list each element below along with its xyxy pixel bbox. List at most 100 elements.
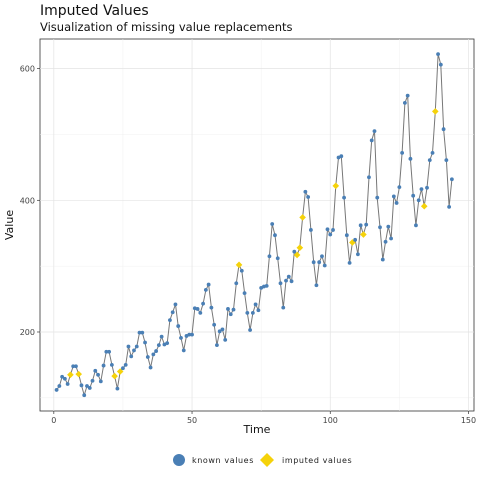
known-point: [369, 138, 374, 143]
known-point: [176, 324, 181, 328]
known-point: [364, 222, 369, 227]
legend-label-known: known values: [192, 456, 254, 465]
known-point: [148, 365, 153, 370]
known-point: [90, 378, 95, 383]
known-point: [286, 274, 291, 279]
known-point: [242, 291, 247, 296]
grid-lines: [40, 39, 474, 411]
known-point: [400, 151, 405, 155]
known-point: [372, 129, 377, 134]
known-point: [143, 340, 147, 345]
imputed-point: [67, 371, 74, 379]
x-axis-label: Time: [243, 423, 271, 436]
chart-subtitle: Visualization of missing value replaceme…: [40, 20, 292, 34]
known-point: [397, 185, 402, 190]
known-point: [231, 307, 236, 312]
known-point: [115, 386, 120, 391]
known-point: [441, 127, 446, 132]
known-point: [187, 332, 192, 337]
known-point: [328, 232, 333, 237]
known-point: [151, 352, 156, 357]
known-point: [156, 343, 161, 348]
known-point: [71, 364, 76, 369]
known-point: [309, 228, 313, 232]
known-point: [209, 305, 214, 310]
known-point: [250, 310, 255, 315]
known-point: [109, 363, 114, 367]
imputed-point: [299, 214, 306, 221]
known-point: [375, 195, 380, 200]
known-point: [195, 307, 200, 311]
known-point: [217, 329, 222, 334]
known-point: [449, 177, 454, 182]
imputed-point: [420, 202, 428, 210]
known-point: [284, 278, 288, 283]
known-point: [212, 322, 217, 327]
known-point: [129, 354, 134, 359]
known-point: [239, 268, 244, 273]
imputed-point: [116, 368, 124, 375]
x-tick-label: 0: [51, 416, 56, 425]
known-point: [123, 363, 128, 367]
y-tick-label: 200: [20, 328, 35, 337]
known-point: [93, 368, 98, 373]
known-point: [416, 198, 421, 203]
known-point: [54, 388, 59, 392]
known-point: [170, 310, 175, 315]
known-point: [311, 260, 316, 265]
plot-panel: [39, 38, 475, 412]
known-point: [203, 287, 208, 292]
known-point: [206, 282, 211, 287]
known-point: [65, 382, 70, 386]
known-point: [248, 328, 252, 332]
imputed-point: [111, 372, 118, 380]
known-point: [96, 372, 100, 377]
known-point: [223, 337, 228, 342]
known-point: [228, 312, 233, 317]
known-point: [168, 318, 172, 323]
known-point: [60, 374, 65, 379]
known-point: [57, 384, 62, 388]
known-point: [425, 185, 429, 190]
known-point: [104, 349, 109, 354]
known-point: [132, 348, 136, 353]
known-point: [278, 281, 283, 286]
known-point: [126, 344, 131, 349]
known-point: [303, 189, 308, 194]
known-point: [353, 237, 358, 242]
chart-title: Imputed Values: [40, 3, 149, 19]
known-point: [107, 349, 112, 354]
known-point: [79, 383, 84, 388]
known-point: [159, 334, 164, 339]
known-point: [383, 239, 388, 244]
x-tick-label: 50: [187, 416, 197, 425]
known-point: [342, 195, 346, 200]
known-point: [367, 175, 371, 180]
known-point: [273, 233, 277, 238]
known-point: [306, 195, 311, 199]
known-point: [378, 225, 382, 230]
known-point: [430, 151, 435, 155]
known-point: [408, 156, 413, 161]
known-point: [438, 62, 443, 67]
known-point: [140, 330, 145, 335]
legend-label-imputed: imputed values: [282, 456, 352, 465]
known-point: [220, 327, 225, 332]
data-points: [54, 52, 454, 398]
known-point: [198, 310, 203, 315]
imputed-point: [296, 244, 304, 252]
known-point: [289, 279, 294, 284]
known-point: [267, 254, 272, 259]
known-point: [331, 228, 335, 232]
known-point: [339, 154, 344, 159]
known-point: [447, 204, 452, 209]
known-point: [154, 349, 159, 353]
known-point: [137, 330, 142, 335]
known-point: [215, 343, 219, 348]
known-point: [317, 260, 322, 265]
known-point: [165, 341, 170, 346]
imputed-point: [431, 108, 439, 115]
known-point: [190, 332, 194, 337]
imputed-point: [360, 231, 367, 238]
known-point: [234, 281, 239, 286]
